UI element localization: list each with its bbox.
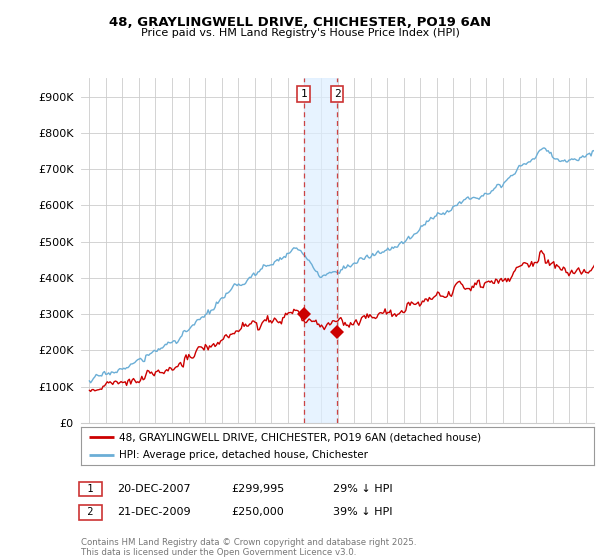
Text: 1: 1	[81, 484, 100, 494]
Text: £299,995: £299,995	[231, 484, 284, 494]
Bar	[304, 78, 337, 423]
Text: 48, GRAYLINGWELL DRIVE, CHICHESTER, PO19 6AN: 48, GRAYLINGWELL DRIVE, CHICHESTER, PO19…	[109, 16, 491, 29]
Text: 1: 1	[301, 89, 307, 99]
Text: HPI: Average price, detached house, Chichester: HPI: Average price, detached house, Chic…	[119, 450, 368, 460]
Text: 20-DEC-2007: 20-DEC-2007	[117, 484, 191, 494]
Text: Contains HM Land Registry data © Crown copyright and database right 2025.
This d: Contains HM Land Registry data © Crown c…	[81, 538, 416, 557]
Text: 2: 2	[81, 507, 100, 517]
Text: 48, GRAYLINGWELL DRIVE, CHICHESTER, PO19 6AN (detached house): 48, GRAYLINGWELL DRIVE, CHICHESTER, PO19…	[119, 432, 482, 442]
Text: £250,000: £250,000	[231, 507, 284, 517]
Text: 2: 2	[334, 89, 340, 99]
Text: 29% ↓ HPI: 29% ↓ HPI	[333, 484, 392, 494]
Text: 21-DEC-2009: 21-DEC-2009	[117, 507, 191, 517]
Text: Price paid vs. HM Land Registry's House Price Index (HPI): Price paid vs. HM Land Registry's House …	[140, 28, 460, 38]
Text: 39% ↓ HPI: 39% ↓ HPI	[333, 507, 392, 517]
